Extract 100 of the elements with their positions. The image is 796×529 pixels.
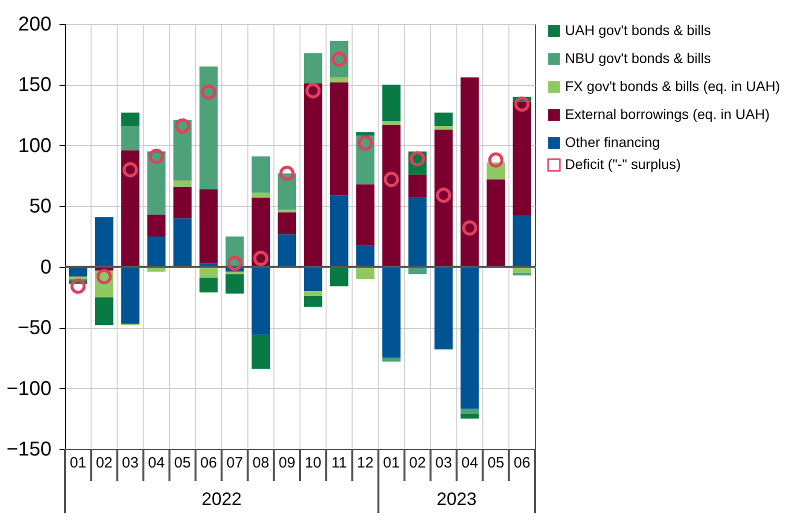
x-tick-label: 04 — [461, 454, 478, 472]
bar — [356, 184, 374, 245]
bar — [147, 236, 166, 267]
x-tick-label: 02 — [96, 454, 113, 472]
bar — [173, 186, 192, 218]
bar — [252, 156, 270, 193]
bar — [460, 77, 479, 267]
bar — [252, 192, 270, 198]
bar — [278, 173, 296, 210]
bar — [252, 334, 270, 369]
bar — [512, 272, 532, 276]
x-tick-label: 07 — [226, 454, 244, 472]
x-tick-label: 01 — [383, 454, 400, 472]
bar — [278, 234, 296, 267]
bar — [512, 102, 532, 216]
bar — [382, 266, 401, 358]
bar — [356, 266, 374, 279]
point — [279, 166, 295, 181]
bar — [434, 130, 453, 267]
point — [488, 152, 504, 168]
bar — [304, 266, 322, 292]
bar — [408, 198, 427, 267]
legend-label: FX gov't bonds & bills (eq. in UAH) — [565, 78, 780, 94]
bar — [356, 132, 374, 136]
bar — [486, 179, 505, 267]
bar — [434, 112, 453, 126]
bar — [434, 266, 453, 350]
bar — [252, 198, 270, 267]
bar — [356, 245, 374, 267]
bar — [147, 214, 166, 236]
x-tick-label: 02 — [409, 454, 426, 472]
legend-label: UAH gov't bonds & bills — [565, 22, 711, 38]
bar — [382, 358, 401, 362]
legend-label: Other financing — [565, 134, 660, 150]
bar — [199, 66, 218, 190]
x-tick-label: 03 — [435, 454, 452, 472]
bar — [199, 189, 218, 264]
bar — [278, 212, 296, 234]
x-tick-label: 03 — [122, 454, 139, 472]
x-tick-label: 09 — [278, 454, 296, 472]
bar — [252, 266, 270, 335]
x-tick-label: 06 — [514, 454, 530, 472]
y-tick-label: 50 — [29, 196, 52, 218]
point — [227, 256, 242, 271]
bar — [304, 296, 322, 307]
bar — [330, 266, 348, 286]
point — [462, 220, 478, 236]
y-tick-label: 150 — [18, 74, 52, 96]
bar — [434, 126, 453, 130]
y-tick-label: −100 — [6, 378, 52, 400]
bar — [226, 274, 244, 294]
bar — [304, 84, 322, 267]
point — [253, 250, 268, 266]
bar — [330, 82, 348, 196]
y-tick-label: 200 — [18, 14, 52, 36]
bar — [147, 152, 166, 215]
point — [305, 83, 321, 98]
text: 2023 — [436, 489, 477, 509]
x-tick-label: 12 — [356, 454, 374, 472]
point — [174, 118, 190, 134]
point — [358, 135, 373, 151]
bar — [408, 174, 427, 198]
y-tick-label: 100 — [18, 134, 52, 157]
y-tick-label: 0 — [40, 256, 52, 278]
bar — [95, 217, 114, 267]
bar — [199, 266, 218, 278]
bar — [121, 112, 140, 126]
bar — [226, 272, 244, 274]
bar — [382, 84, 401, 122]
point — [514, 96, 530, 112]
bar — [95, 297, 114, 326]
bar — [199, 278, 218, 292]
legend-label: Deficit ("-" surplus) — [565, 156, 681, 172]
bar — [330, 77, 348, 82]
point — [70, 278, 86, 294]
bar — [121, 126, 140, 150]
bar — [304, 291, 322, 296]
bar — [330, 195, 348, 267]
bar — [173, 180, 192, 187]
point — [436, 188, 452, 203]
bar — [121, 266, 140, 324]
x-tick-label: 05 — [174, 454, 191, 472]
x-tick-label: 04 — [148, 454, 165, 472]
bar — [382, 124, 401, 267]
x-tick-label: 08 — [252, 454, 270, 472]
x-tick-label: 05 — [487, 454, 504, 472]
bar — [460, 414, 479, 419]
point — [200, 84, 216, 100]
y-tick-label: −150 — [6, 438, 52, 460]
x-tick-label: 01 — [70, 454, 86, 472]
legend-label: NBU gov't bonds & bills — [565, 50, 711, 66]
bar — [173, 218, 192, 267]
bar — [512, 216, 532, 267]
point — [384, 172, 400, 188]
bar — [460, 266, 479, 409]
bar — [460, 408, 479, 414]
x-tick-label: 11 — [331, 454, 347, 472]
bar — [304, 53, 322, 84]
x-tick-label: 10 — [304, 454, 322, 472]
x-tick-label: 06 — [200, 454, 217, 472]
